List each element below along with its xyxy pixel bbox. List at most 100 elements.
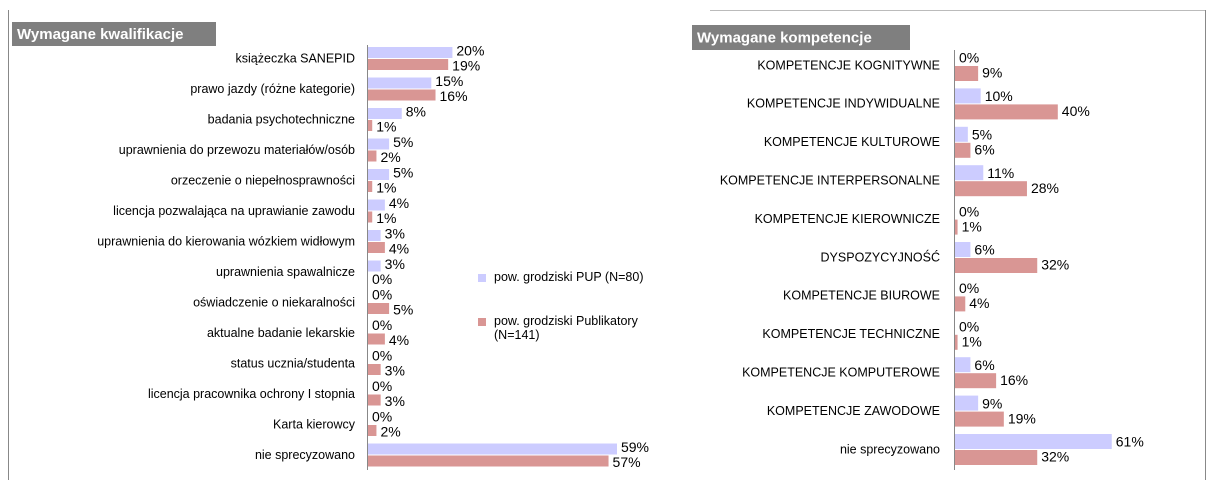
title-box	[692, 25, 910, 50]
bar	[955, 88, 981, 104]
data-label: 0%	[372, 317, 392, 333]
bar	[368, 59, 449, 70]
bar	[368, 169, 390, 180]
category-label: uprawnienia do przewozu materiałów/osób	[119, 143, 355, 157]
data-label: 8%	[406, 104, 426, 120]
legend-item: pow. grodziski Publikatory (N=141)	[478, 314, 678, 342]
bar	[368, 77, 432, 89]
bar	[955, 66, 979, 81]
data-label: 0%	[959, 50, 979, 66]
category-label: uprawnienia spawalnicze	[216, 265, 355, 279]
data-label: 3%	[385, 256, 405, 272]
chart-title: Wymagane kompetencje	[697, 29, 872, 46]
data-label: 9%	[982, 395, 1002, 411]
category-label: oświadczenie o niekaralności	[193, 295, 355, 309]
data-label: 32%	[1041, 449, 1069, 465]
data-label: 57%	[613, 454, 641, 470]
data-label: 5%	[393, 302, 413, 318]
bar	[368, 242, 385, 253]
bar	[955, 434, 1112, 449]
bar	[368, 108, 402, 119]
data-label: 61%	[1116, 434, 1144, 450]
data-label: 1%	[376, 210, 396, 226]
bar	[955, 165, 984, 181]
category-label: aktualne badanie lekarskie	[207, 326, 355, 340]
category-label: licencja pozwalająca na uprawianie zawod…	[113, 204, 355, 218]
bar	[368, 364, 381, 375]
legend-swatch	[478, 318, 486, 326]
data-label: 10%	[985, 88, 1013, 104]
bar	[955, 242, 971, 257]
data-label: 59%	[621, 439, 649, 455]
bar	[955, 181, 1027, 197]
data-label: 15%	[435, 73, 463, 89]
data-label: 19%	[452, 58, 480, 74]
data-label: 0%	[372, 409, 392, 425]
category-label: nie sprecyzowano	[840, 442, 940, 456]
data-label: 5%	[393, 134, 413, 150]
category-label: status ucznia/studenta	[231, 356, 355, 370]
bar	[368, 230, 381, 241]
data-label: 16%	[440, 88, 468, 104]
category-label: KOMPETENCJE KIEROWNICZE	[755, 212, 940, 226]
data-label: 1%	[376, 180, 396, 196]
category-label: nie sprecyzowano	[255, 448, 355, 462]
data-label: 5%	[393, 165, 413, 181]
bar	[368, 211, 373, 223]
bar	[368, 138, 390, 150]
legend: pow. grodziski PUP (N=80) pow. grodziski …	[478, 270, 678, 372]
bar	[955, 126, 968, 142]
category-label: KOMPETENCJE INDYWIDUALNE	[747, 97, 940, 111]
data-label: 5%	[972, 127, 992, 143]
data-label: 6%	[974, 142, 994, 158]
bar	[368, 443, 617, 455]
data-label: 6%	[974, 242, 994, 258]
category-label: KOMPETENCJE TECHNICZNE	[762, 327, 940, 341]
data-label: 9%	[982, 65, 1002, 81]
legend-item: pow. grodziski PUP (N=80)	[478, 270, 678, 284]
category-label: uprawnienia do kierowania wózkiem widłow…	[97, 234, 355, 248]
bar	[368, 455, 609, 467]
bar	[368, 394, 381, 406]
bar	[368, 303, 390, 314]
category-label: DYSPOZYCYJNOŚĆ	[821, 249, 940, 264]
data-label: 40%	[1062, 103, 1090, 119]
category-label: książeczka SANEPID	[236, 51, 355, 65]
bar	[955, 142, 971, 158]
data-label: 20%	[456, 43, 484, 59]
data-label: 28%	[1031, 180, 1059, 196]
data-label: 2%	[380, 149, 400, 165]
data-label: 2%	[380, 424, 400, 440]
data-label: 0%	[959, 203, 979, 219]
category-label: Karta kierowcy	[273, 417, 356, 431]
chart-title: Wymagane kwalifikacje	[17, 26, 183, 43]
data-label: 4%	[389, 332, 409, 348]
data-label: 11%	[987, 165, 1014, 181]
data-label: 4%	[389, 195, 409, 211]
bar	[955, 411, 1004, 427]
bar	[368, 89, 436, 101]
data-label: 3%	[385, 226, 405, 242]
legend-label: pow. grodziski Publikatory (N=141)	[494, 314, 638, 342]
category-label: licencja pracownika ochrony I stopnia	[148, 387, 355, 401]
data-label: 0%	[372, 287, 392, 303]
data-label: 0%	[372, 271, 392, 287]
bar	[368, 425, 377, 436]
bar	[955, 450, 1038, 465]
bar	[955, 357, 971, 373]
bar	[955, 258, 1038, 273]
bar	[368, 199, 385, 211]
legend-swatch	[478, 274, 486, 282]
bar	[955, 395, 979, 411]
data-label: 1%	[962, 334, 982, 350]
bar	[955, 104, 1058, 120]
category-label: KOMPETENCJE BIUROWE	[783, 289, 940, 303]
data-label: 3%	[385, 393, 405, 409]
data-label: 19%	[1008, 410, 1036, 426]
data-label: 1%	[962, 218, 982, 234]
category-label: badania psychotechniczne	[208, 112, 355, 126]
bar	[955, 334, 958, 350]
category-label: KOMPETENCJE INTERPERSONALNE	[720, 173, 940, 187]
bar	[368, 120, 373, 131]
